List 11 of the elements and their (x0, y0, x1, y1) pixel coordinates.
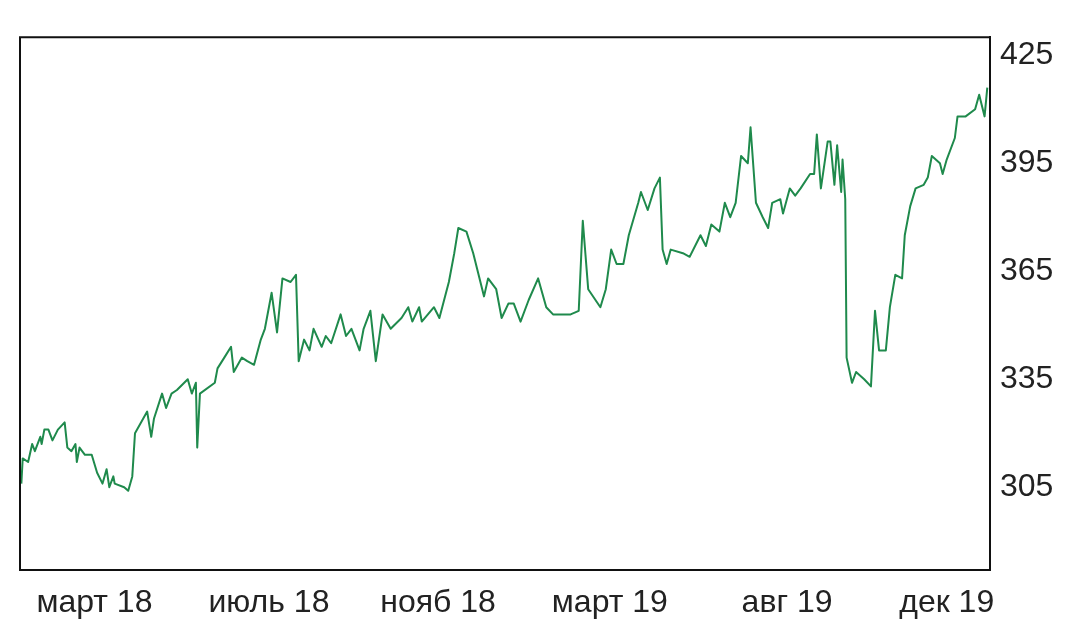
y-tick-label: 305 (1000, 467, 1054, 504)
x-tick-label: авг 19 (741, 583, 833, 620)
y-tick-label: 335 (1000, 359, 1054, 396)
x-tick-label: нояб 18 (380, 583, 496, 620)
x-tick-label: июль 18 (208, 583, 330, 620)
x-tick-label: дек 19 (899, 583, 995, 620)
y-tick-label: 425 (1000, 35, 1054, 72)
x-tick-label: март 18 (36, 583, 153, 620)
x-tick-label: март 19 (551, 583, 668, 620)
y-tick-label: 395 (1000, 143, 1054, 180)
y-tick-label: 365 (1000, 251, 1054, 288)
